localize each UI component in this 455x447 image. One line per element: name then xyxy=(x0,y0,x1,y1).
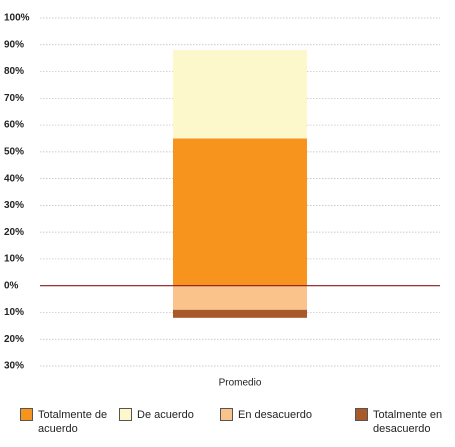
bar-segment xyxy=(173,285,307,310)
bar-segment xyxy=(173,50,307,139)
legend-swatch xyxy=(119,408,132,421)
y-tick-label: 20% xyxy=(4,227,24,238)
y-tick-label: 10% xyxy=(4,254,24,265)
y-tick-label: 60% xyxy=(4,120,24,131)
y-tick-label: 80% xyxy=(4,66,24,77)
legend-label: En desacuerdo xyxy=(238,409,312,421)
legend-label: Totalmente de acuerdo xyxy=(38,409,108,435)
y-tick-label: 40% xyxy=(4,173,24,184)
y-tick-label: 70% xyxy=(4,93,24,104)
legend-item: Totalmente en desacuerdo xyxy=(355,408,449,436)
chart: 100% 90% 80% 70% 60% 50% 40% 30% 20% 10% 0% 10% 20% 3… xyxy=(4,13,440,389)
y-tick-label: 0% xyxy=(4,280,19,291)
legend-item: De acuerdo xyxy=(119,408,213,422)
legend-item: En desacuerdo xyxy=(220,408,328,422)
y-tick-label: 30% xyxy=(4,200,24,211)
legend-swatch xyxy=(355,408,368,421)
x-tick-label: Promedio xyxy=(219,378,262,389)
bar-segment xyxy=(173,138,307,286)
y-tick-label: 20% xyxy=(4,334,24,345)
legend-swatch xyxy=(220,408,233,421)
y-tick-label: 90% xyxy=(4,39,24,50)
legend-item: Totalmente de acuerdo xyxy=(20,408,114,436)
legend-label: Totalmente en desacuerdo xyxy=(373,409,443,435)
y-tick-label: 100% xyxy=(4,13,30,24)
legend-label: De acuerdo xyxy=(137,409,194,421)
bar-segment xyxy=(173,309,307,318)
y-tick-label: 30% xyxy=(4,361,24,372)
y-tick-label: 50% xyxy=(4,146,24,157)
legend-swatch xyxy=(20,408,33,421)
y-tick-label: 10% xyxy=(4,307,24,318)
